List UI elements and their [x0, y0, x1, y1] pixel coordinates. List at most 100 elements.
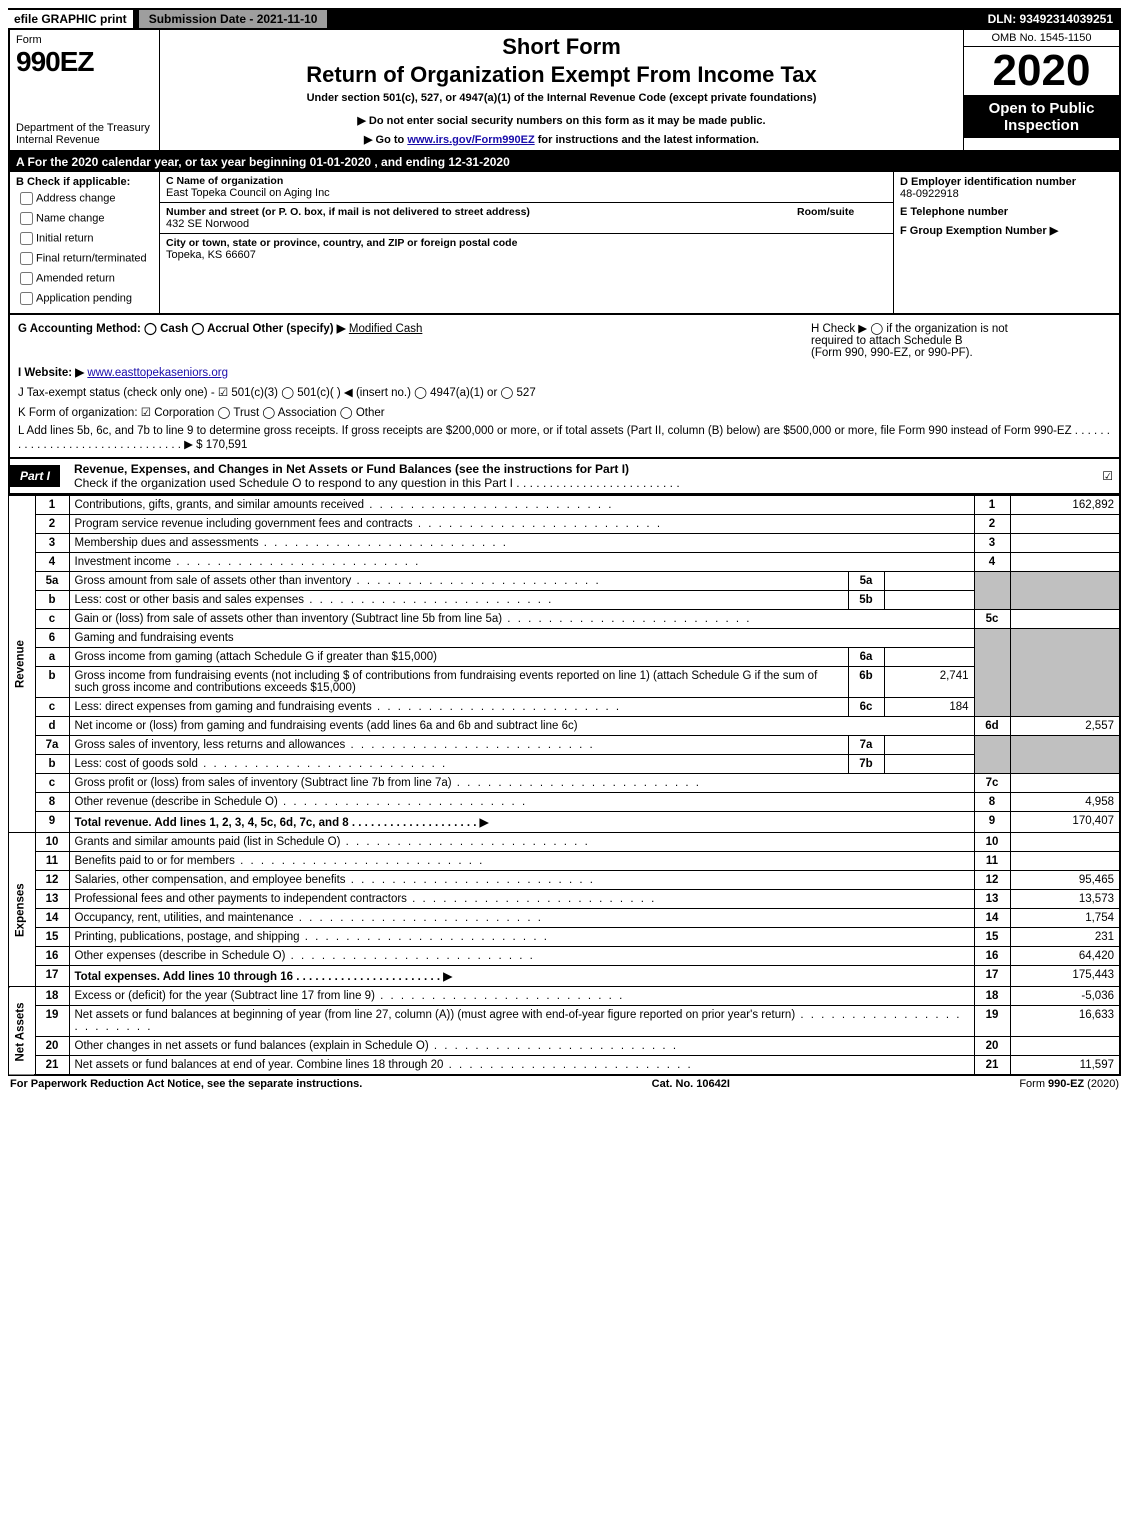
l17-num: 17	[35, 966, 69, 987]
accounting-method-value: Modified Cash	[349, 323, 423, 335]
l3-key: 3	[974, 534, 1010, 553]
part1-sub: Check if the organization used Schedule …	[74, 476, 680, 490]
l4-desc: Investment income	[69, 553, 974, 572]
l19-val: 16,633	[1010, 1006, 1120, 1037]
l7c-val	[1010, 774, 1120, 793]
l5ab-greyval	[1010, 572, 1120, 610]
form-header: Form 990EZ Department of the Treasury In…	[8, 30, 1121, 152]
l10-val	[1010, 833, 1120, 852]
l6b-num: b	[35, 667, 69, 698]
cb-application-pending[interactable]: Application pending	[16, 289, 153, 308]
l12-key: 12	[974, 871, 1010, 890]
cb-initial-return[interactable]: Initial return	[16, 229, 153, 248]
cb-final-return[interactable]: Final return/terminated	[16, 249, 153, 268]
l6a-desc: Gross income from gaming (attach Schedul…	[69, 648, 848, 667]
part1-title: Revenue, Expenses, and Changes in Net As…	[70, 459, 1092, 493]
l5a-sub: 5a	[848, 572, 884, 591]
website-link[interactable]: www.easttopekaseniors.org	[87, 367, 228, 379]
l10-key: 10	[974, 833, 1010, 852]
l5a-desc: Gross amount from sale of assets other t…	[69, 572, 848, 591]
h-line1: H Check ▶ ◯ if the organization is not	[811, 321, 1111, 335]
l14-num: 14	[35, 909, 69, 928]
l10-desc: Grants and similar amounts paid (list in…	[69, 833, 974, 852]
goto-line: ▶ Go to www.irs.gov/Form990EZ for instru…	[166, 133, 957, 146]
l1-num: 1	[35, 496, 69, 515]
l5a-num: 5a	[35, 572, 69, 591]
l13-val: 13,573	[1010, 890, 1120, 909]
sidelabel-revenue: Revenue	[9, 496, 35, 833]
part1-tag: Part I	[10, 465, 60, 487]
l19-num: 19	[35, 1006, 69, 1037]
l18-val: -5,036	[1010, 987, 1120, 1006]
room-label: Room/suite	[797, 206, 887, 218]
l17-key: 17	[974, 966, 1010, 987]
irs-label: Internal Revenue	[16, 134, 153, 146]
omb-number: OMB No. 1545-1150	[964, 30, 1119, 47]
row-i: I Website: ▶ www.easttopekaseniors.org	[18, 365, 1111, 379]
cb-name-change[interactable]: Name change	[16, 209, 153, 228]
l20-desc: Other changes in net assets or fund bala…	[69, 1037, 974, 1056]
l18-key: 18	[974, 987, 1010, 1006]
l6abc-greykey	[974, 629, 1010, 717]
l6d-key: 6d	[974, 717, 1010, 736]
cb-amended-return[interactable]: Amended return	[16, 269, 153, 288]
l21-val: 11,597	[1010, 1056, 1120, 1076]
part1-schedule-o-checkbox[interactable]: ☑	[1102, 469, 1119, 483]
l5c-key: 5c	[974, 610, 1010, 629]
l20-num: 20	[35, 1037, 69, 1056]
goto-link[interactable]: www.irs.gov/Form990EZ	[407, 134, 534, 146]
topbar: efile GRAPHIC print Submission Date - 20…	[8, 8, 1121, 30]
l6c-sub: 6c	[848, 698, 884, 717]
form-id-block: Form 990EZ Department of the Treasury In…	[10, 30, 160, 150]
part1-header: Part I Revenue, Expenses, and Changes in…	[8, 459, 1121, 495]
l21-num: 21	[35, 1056, 69, 1076]
l4-val	[1010, 553, 1120, 572]
l13-key: 13	[974, 890, 1010, 909]
l7a-desc: Gross sales of inventory, less returns a…	[69, 736, 848, 755]
l13-num: 13	[35, 890, 69, 909]
l6c-num: c	[35, 698, 69, 717]
form-990ez: 990EZ	[16, 46, 153, 78]
l12-desc: Salaries, other compensation, and employ…	[69, 871, 974, 890]
l6a-sub: 6a	[848, 648, 884, 667]
l9-val: 170,407	[1010, 812, 1120, 833]
l7ab-greyval	[1010, 736, 1120, 774]
sidelabel-net-assets: Net Assets	[9, 987, 35, 1076]
l5b-subval	[884, 591, 974, 610]
l15-val: 231	[1010, 928, 1120, 947]
l5b-desc: Less: cost or other basis and sales expe…	[69, 591, 848, 610]
l3-num: 3	[35, 534, 69, 553]
l9-num: 9	[35, 812, 69, 833]
l21-key: 21	[974, 1056, 1010, 1076]
efile-print-button[interactable]: efile GRAPHIC print	[8, 10, 133, 28]
l1-val: 162,892	[1010, 496, 1120, 515]
footer-left: For Paperwork Reduction Act Notice, see …	[10, 1078, 362, 1090]
l7b-num: b	[35, 755, 69, 774]
l7b-desc: Less: cost of goods sold	[69, 755, 848, 774]
ghi-block: G Accounting Method: ◯ Cash ◯ Accrual Ot…	[8, 315, 1121, 459]
goto-pre: ▶ Go to	[364, 134, 407, 146]
l20-val	[1010, 1037, 1120, 1056]
l6-desc: Gaming and fundraising events	[69, 629, 974, 648]
l6d-val: 2,557	[1010, 717, 1120, 736]
l4-key: 4	[974, 553, 1010, 572]
l19-desc: Net assets or fund balances at beginning…	[69, 1006, 974, 1037]
l13-desc: Professional fees and other payments to …	[69, 890, 974, 909]
tax-year: 2020	[964, 47, 1119, 96]
l6-num: 6	[35, 629, 69, 648]
l15-num: 15	[35, 928, 69, 947]
org-name-label: C Name of organization	[166, 175, 887, 187]
l4-num: 4	[35, 553, 69, 572]
ein: 48-0922918	[900, 188, 1113, 200]
cb-address-change[interactable]: Address change	[16, 189, 153, 208]
l7ab-greykey	[974, 736, 1010, 774]
l19-key: 19	[974, 1006, 1010, 1037]
l7b-sub: 7b	[848, 755, 884, 774]
l12-num: 12	[35, 871, 69, 890]
l15-desc: Printing, publications, postage, and shi…	[69, 928, 974, 947]
l15-key: 15	[974, 928, 1010, 947]
l5ab-greykey	[974, 572, 1010, 610]
city-label: City or town, state or province, country…	[166, 237, 887, 249]
l7c-key: 7c	[974, 774, 1010, 793]
street-row: Number and street (or P. O. box, if mail…	[160, 203, 893, 234]
